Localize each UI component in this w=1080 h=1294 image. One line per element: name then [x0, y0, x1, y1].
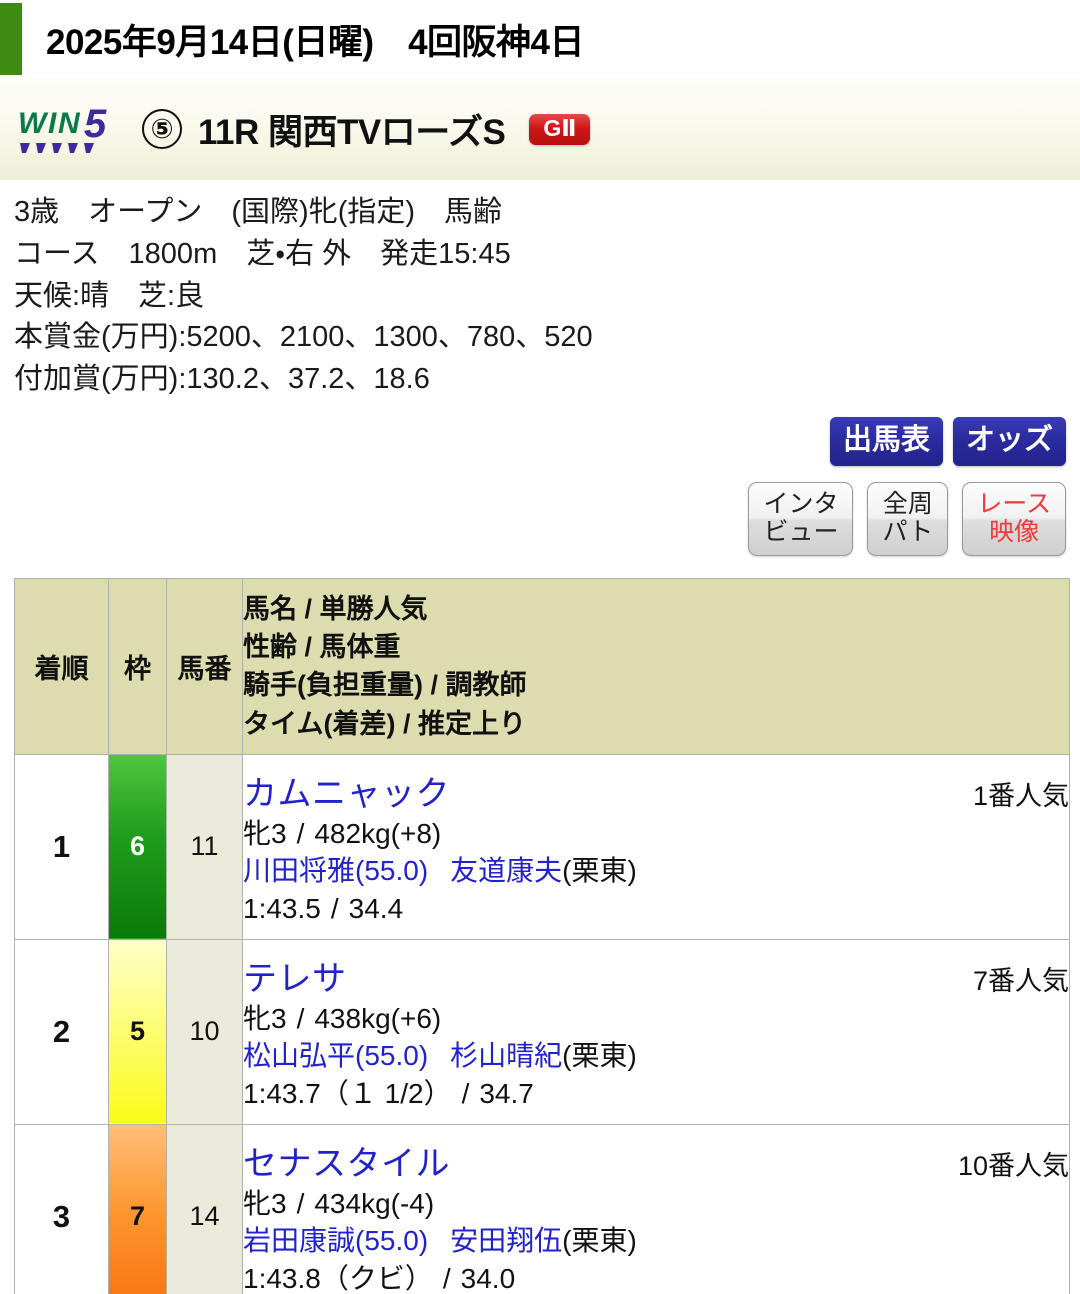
condition-line-class: 3歳 オープン (国際)牝(指定) 馬齢 — [14, 196, 503, 228]
header-detail-line-2: 性齢 / 馬体重 — [243, 631, 401, 662]
cell-rank: 3 — [14, 1123, 109, 1294]
race-title: 11R 関西TVローズS — [198, 112, 506, 152]
time-margin-line: 1:43.7（１ 1/2）/34.7 — [243, 1078, 534, 1109]
sex-age: 牝3 — [243, 817, 287, 849]
race-time: 1:43.8 — [243, 1263, 321, 1294]
svg-text:5: 5 — [84, 103, 107, 146]
grade-badge: GⅡ — [529, 113, 591, 145]
shutsubahyo-button[interactable]: 出馬表 — [829, 416, 943, 466]
jockey-link[interactable]: 松山弘平(55.0) — [243, 1040, 429, 1072]
stable-label: (栗東) — [562, 1040, 637, 1072]
horse-name-link[interactable]: セナスタイル — [243, 1144, 450, 1183]
race-video-button[interactable]: レース 映像 — [962, 481, 1066, 556]
zenshu-pat-button-line1: 全周 — [882, 489, 933, 518]
race-time: 1:43.7 — [243, 1078, 321, 1109]
time-margin-line: 1:43.5/34.4 — [243, 893, 404, 924]
button-area: 出馬表 オッズ インタ ビュー 全周 パト レース 映像 — [0, 416, 1080, 556]
odds-button[interactable]: オッズ — [952, 416, 1066, 466]
results-table-wrap: 着順 枠 馬番 馬名 / 単勝人気 性齢 / 馬体重 騎手(負担重量) / 調教… — [0, 556, 1080, 1294]
race-name-band: W I N 5 ⑤ 11R 関西TVローズS GⅡ — [0, 78, 1080, 180]
svg-text:N: N — [58, 107, 81, 140]
horse-weight: 434kg(-4) — [314, 1187, 435, 1219]
popularity-label: 7番人気 — [972, 965, 1069, 996]
jockey-trainer-line: 松山弘平(55.0) 杉山晴紀(栗東) — [243, 1037, 1069, 1075]
cell-umaban: 14 — [166, 1123, 243, 1294]
table-row: 1 6 11 カムニャック 1番人気 牝3/482kg(+8) 川田将雅(55.… — [14, 753, 1070, 940]
sex-age: 牝3 — [243, 1187, 287, 1219]
cell-waku: 5 — [108, 938, 167, 1125]
race-time: 1:43.5 — [243, 893, 321, 924]
margin: （クビ） — [320, 1263, 433, 1294]
svg-text:I: I — [48, 107, 57, 140]
sex-age: 牝3 — [243, 1002, 287, 1034]
last-3f: 34.4 — [348, 893, 404, 924]
cell-detail: テレサ 7番人気 牝3/438kg(+6) 松山弘平(55.0) 杉山晴紀(栗東)… — [242, 938, 1070, 1125]
header-detail-line-1: 馬名 / 単勝人気 — [243, 593, 428, 624]
horse-weight: 438kg(+6) — [314, 1002, 442, 1034]
horse-weight: 482kg(+8) — [314, 817, 442, 849]
condition-line-weather: 天候:晴 芝:良 — [14, 279, 205, 312]
sex-age-weight-line: 牝3/434kg(-4) — [243, 1187, 435, 1219]
race-video-button-line2: 映像 — [989, 517, 1040, 546]
date-header-bar: 2025年9月14日(日曜) 4回阪神4日 — [0, 0, 1080, 78]
trainer-link[interactable]: 友道康夫 — [450, 855, 563, 887]
condition-line-prize: 本賞金(万円):5200、2100、1300、780、520 — [14, 321, 593, 354]
results-table: 着順 枠 馬番 馬名 / 単勝人気 性齢 / 馬体重 騎手(負担重量) / 調教… — [14, 577, 1070, 1294]
trainer-link[interactable]: 杉山晴紀 — [450, 1040, 563, 1072]
last-3f: 34.7 — [479, 1078, 534, 1109]
header-waku: 枠 — [108, 577, 167, 755]
time-margin-line: 1:43.8（クビ）/34.0 — [243, 1263, 516, 1294]
trainer-link[interactable]: 安田翔伍 — [450, 1225, 563, 1257]
last-3f: 34.0 — [460, 1263, 516, 1294]
cell-rank: 1 — [14, 753, 109, 940]
race-conditions: 3歳 オープン (国際)牝(指定) 馬齢 コース 1800m 芝・右 外 発走1… — [0, 180, 1080, 401]
header-detail-line-3: 騎手(負担重量) / 調教師 — [243, 670, 527, 701]
zenshu-pat-button-line2: パト — [882, 517, 934, 546]
header-detail-line-4: タイム(着差) / 推定上り — [243, 708, 526, 739]
interview-button-line2: ビュー — [763, 517, 839, 546]
cell-waku: 6 — [108, 753, 167, 940]
primary-button-row: 出馬表 オッズ — [0, 416, 1066, 466]
interview-button[interactable]: インタ ビュー — [748, 481, 854, 556]
condition-line-bonus: 付加賞(万円):130.2、37.2、18.6 — [14, 363, 430, 395]
results-table-body: 1 6 11 カムニャック 1番人気 牝3/482kg(+8) 川田将雅(55.… — [14, 753, 1070, 1294]
date-title: 2025年9月14日(日曜) 4回阪神4日 — [46, 22, 585, 62]
green-accent-bar — [0, 3, 22, 75]
header-rank: 着順 — [14, 577, 109, 755]
cell-rank: 2 — [14, 938, 109, 1125]
jockey-trainer-line: 岩田康誠(55.0) 安田翔伍(栗東) — [243, 1222, 1069, 1260]
stable-label: (栗東) — [562, 1225, 637, 1257]
win5-number-badge: ⑤ — [142, 109, 182, 149]
table-row: 3 7 14 セナスタイル 10番人気 牝3/434kg(-4) 岩田康誠(55… — [14, 1123, 1070, 1294]
sex-age-weight-line: 牝3/482kg(+8) — [243, 817, 442, 849]
margin: （１ 1/2） — [320, 1078, 452, 1109]
cell-umaban: 11 — [166, 753, 243, 940]
jockey-link[interactable]: 川田将雅(55.0) — [243, 855, 429, 887]
table-row: 2 5 10 テレサ 7番人気 牝3/438kg(+6) 松山弘平(55.0) 杉… — [14, 938, 1070, 1125]
horse-name-link[interactable]: カムニャック — [243, 774, 450, 813]
popularity-label: 1番人気 — [972, 780, 1069, 811]
cell-detail: カムニャック 1番人気 牝3/482kg(+8) 川田将雅(55.0) 友道康夫(… — [242, 753, 1070, 940]
cell-umaban: 10 — [166, 938, 243, 1125]
race-video-button-line1: レース — [977, 489, 1051, 518]
header-detail: 馬名 / 単勝人気 性齢 / 馬体重 騎手(負担重量) / 調教師 タイム(着差… — [242, 577, 1070, 755]
jockey-trainer-line: 川田将雅(55.0) 友道康夫(栗東) — [243, 852, 1069, 890]
condition-line-course: コース 1800m 芝・右 外 発走15:45 — [14, 237, 511, 270]
cell-detail: セナスタイル 10番人気 牝3/434kg(-4) 岩田康誠(55.0) 安田翔伍… — [242, 1123, 1070, 1294]
popularity-label: 10番人気 — [957, 1150, 1069, 1181]
interview-button-line1: インタ — [763, 489, 839, 518]
secondary-button-row: インタ ビュー 全周 パト レース 映像 — [0, 481, 1066, 556]
jockey-link[interactable]: 岩田康誠(55.0) — [243, 1225, 429, 1257]
zenshu-pat-button[interactable]: 全周 パト — [867, 481, 949, 556]
sex-age-weight-line: 牝3/438kg(+6) — [243, 1002, 442, 1034]
table-header-row: 着順 枠 馬番 馬名 / 単勝人気 性齢 / 馬体重 騎手(負担重量) / 調教… — [14, 577, 1070, 755]
svg-text:W: W — [18, 107, 49, 140]
cell-waku: 7 — [108, 1123, 167, 1294]
stable-label: (栗東) — [562, 855, 637, 887]
horse-name-link[interactable]: テレサ — [243, 959, 347, 998]
win5-logo-icon: W I N 5 — [16, 103, 148, 155]
header-umaban: 馬番 — [166, 577, 243, 755]
